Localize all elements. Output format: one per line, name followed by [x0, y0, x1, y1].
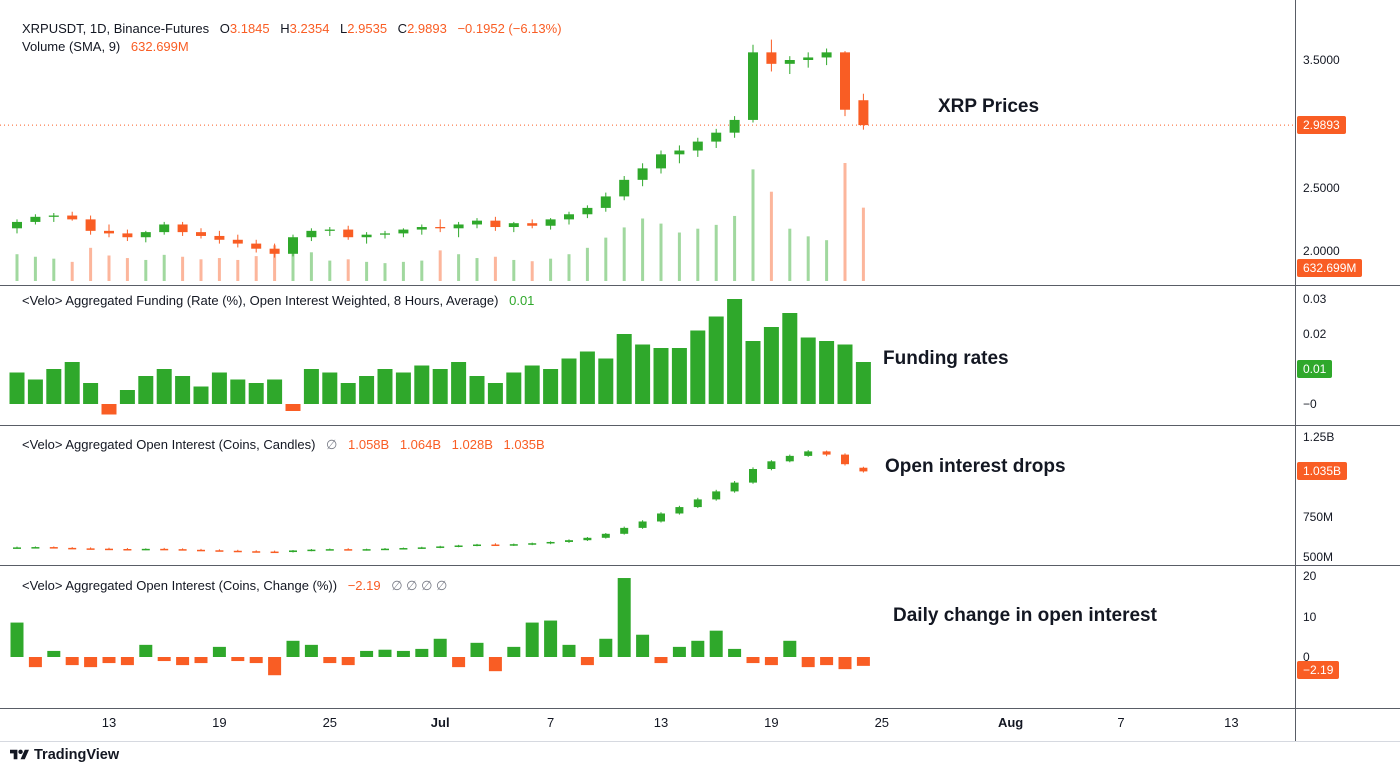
oi-axis-tick: 1.25B — [1303, 430, 1335, 444]
symbol-title[interactable]: XRPUSDT, 1D, Binance-Futures — [22, 21, 210, 36]
close-value: 2.9893 — [407, 21, 447, 36]
time-label: 25 — [874, 715, 890, 730]
tradingview-logo[interactable]: TradingView — [10, 747, 119, 763]
volume-indicator-title[interactable]: Volume (SMA, 9) — [22, 39, 121, 54]
low-value: 2.9535 — [347, 21, 388, 36]
change-axis-tick: 20 — [1303, 569, 1317, 583]
oi-close-value: 1.035B — [503, 437, 545, 452]
volume-value: 632.699M — [130, 39, 189, 54]
open-value: 3.1845 — [229, 21, 270, 36]
chart-canvas[interactable] — [0, 0, 1400, 742]
oi-open-value: 1.058B — [348, 437, 390, 452]
oi-change-legend: <Velo> Aggregated Open Interest (Coins, … — [22, 578, 447, 594]
change-value: −0.1952 (−6.13%) — [457, 21, 562, 36]
time-label: Jul — [430, 715, 450, 730]
oi-low-value: 1.028B — [451, 437, 493, 452]
price-legend: XRPUSDT, 1D, Binance-Futures O3.1845 H3.… — [22, 21, 562, 36]
open-interest-legend: <Velo> Aggregated Open Interest (Coins, … — [22, 437, 545, 453]
funding-axis-tick: −0 — [1303, 397, 1317, 411]
null-symbols: ∅ ∅ ∅ ∅ — [391, 578, 448, 593]
time-label: 13 — [1224, 715, 1239, 730]
time-label: 7 — [546, 715, 555, 730]
time-label: 7 — [1117, 715, 1125, 730]
funding-axis-tick: 0.03 — [1303, 292, 1327, 306]
oi-indicator-title[interactable]: <Velo> Aggregated Open Interest (Coins, … — [22, 437, 316, 452]
funding-value: 0.01 — [509, 293, 535, 308]
oi-axis-tick: 500M — [1303, 550, 1334, 564]
last-price-badge: 2.9893 — [1297, 116, 1346, 135]
annotation-xrp-prices: XRP Prices — [938, 96, 1040, 117]
oi-change-value: −2.19 — [347, 578, 381, 593]
time-label: 13 — [653, 715, 669, 730]
time-label: Aug — [997, 715, 1024, 730]
close-label: C — [397, 21, 408, 36]
oi-change-badge: −2.19 — [1297, 660, 1340, 679]
volume-badge: 632.699M — [1297, 259, 1363, 277]
oi-change-indicator-title[interactable]: <Velo> Aggregated Open Interest (Coins, … — [22, 578, 338, 593]
brand-name: TradingView — [34, 747, 120, 763]
open-label: O — [219, 21, 230, 36]
price-axis-tick: 2.5000 — [1303, 180, 1340, 195]
null-symbol: ∅ — [326, 437, 338, 452]
funding-badge: 0.01 — [1297, 360, 1333, 378]
time-label: 13 — [101, 715, 117, 730]
oi-axis-tick: 750M — [1303, 510, 1334, 524]
annotation-funding-rates: Funding rates — [883, 348, 1009, 369]
oi-badge: 1.035B — [1297, 462, 1348, 481]
high-value: 3.2354 — [289, 21, 330, 36]
price-axis-tick: 2.0000 — [1303, 244, 1340, 259]
time-label: 19 — [212, 715, 227, 730]
price-axis-tick: 3.5000 — [1303, 53, 1340, 67]
price-pane[interactable] — [0, 0, 1295, 285]
annotation-daily-change: Daily change in open interest — [893, 605, 1157, 626]
time-axis[interactable] — [0, 709, 1295, 741]
change-axis-tick: 0 — [1303, 650, 1310, 664]
funding-indicator-title[interactable]: <Velo> Aggregated Funding (Rate (%), Ope… — [22, 293, 499, 308]
volume-legend: Volume (SMA, 9) 632.699M — [22, 39, 189, 54]
funding-axis-tick: 0.02 — [1303, 327, 1327, 341]
change-axis-tick: 10 — [1303, 609, 1317, 624]
annotation-open-interest-drops: Open interest drops — [885, 456, 1066, 477]
tradingview-mark-icon — [10, 749, 29, 760]
high-label: H — [280, 21, 290, 36]
time-label: 19 — [764, 715, 779, 730]
oi-high-value: 1.064B — [399, 437, 442, 452]
time-label: 25 — [322, 715, 338, 730]
low-label: L — [340, 21, 348, 36]
funding-legend: <Velo> Aggregated Funding (Rate (%), Ope… — [22, 293, 534, 308]
